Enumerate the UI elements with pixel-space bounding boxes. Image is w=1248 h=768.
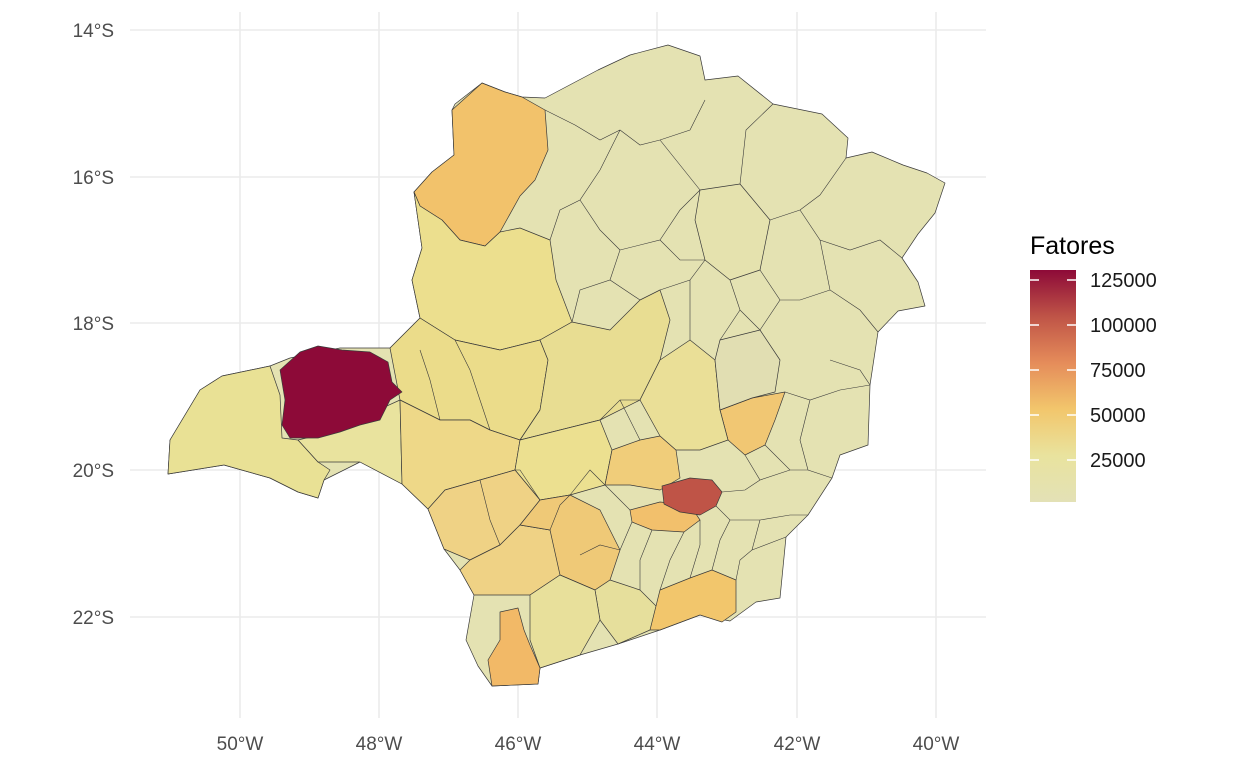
region-central-east [639,339,729,451]
y-tick-label: 14°S [73,21,114,42]
x-axis-labels: 50°W 48°W 46°W 44°W 42°W 40°W [217,734,960,755]
region-noroeste [411,191,573,351]
region-ipatinga [719,391,786,456]
legend-colorbar [1030,270,1076,502]
y-tick-label: 16°S [73,168,114,189]
legend-label: 125000 [1090,270,1157,292]
y-axis-labels: 14°S 16°S 18°S 20°S 22°S [73,21,114,629]
region-south-3 [529,574,601,669]
region-south-1 [519,494,621,591]
x-tick-label: 48°W [356,734,403,755]
y-tick-label: 22°S [73,608,114,629]
x-tick-label: 42°W [774,734,821,755]
legend-label: 100000 [1090,315,1157,337]
region-juiz-de-fora [649,569,737,631]
x-tick-label: 46°W [495,734,542,755]
x-tick-label: 50°W [217,734,264,755]
legend-ticks [1030,279,1076,461]
region-ne-1 [714,329,781,411]
y-tick-label: 20°S [73,461,114,482]
y-tick-label: 18°S [73,314,114,335]
x-tick-label: 40°W [913,734,960,755]
x-tick-label: 44°W [634,734,681,755]
region-divinopolis [604,435,681,491]
legend: Fatores 125000 100000 75000 50000 25000 [1030,232,1157,502]
inner-boundaries [419,99,903,591]
legend-title: Fatores [1030,232,1115,260]
legend-label: 50000 [1090,405,1146,427]
legend-label: 25000 [1090,450,1146,472]
legend-label: 75000 [1090,360,1146,382]
map-regions [167,44,946,687]
region-pouso-alegre [487,607,541,687]
region-ne-2 [694,183,771,281]
region-uberlandia [279,345,403,439]
